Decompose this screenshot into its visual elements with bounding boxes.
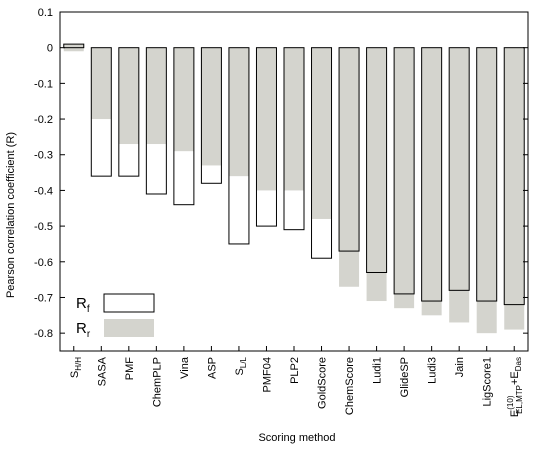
bar-rr-1	[91, 47, 112, 120]
bar-rf-12	[393, 47, 415, 295]
y-tick-label: 0.1	[38, 7, 53, 19]
x-tick-label: ChemScore	[344, 357, 356, 415]
y-tick-label: -0.3	[34, 150, 53, 162]
bar-rr-3	[146, 47, 167, 145]
bar-rf-0	[63, 43, 85, 49]
x-tick-label: E(10)EL,MTP+EDas	[506, 357, 524, 417]
bar-rr-9	[311, 47, 332, 219]
bar-rf-4	[173, 47, 195, 206]
bar-rr-10	[339, 47, 360, 287]
bar-rr-11	[366, 47, 387, 302]
x-tick-label: Ludi3	[427, 357, 439, 384]
x-tick-label: GlideSP	[399, 357, 411, 397]
y-tick-label: -0.5	[34, 221, 53, 233]
bar-rr-12	[394, 47, 415, 309]
y-tick-label: -0.8	[34, 328, 53, 340]
y-axis: 0.1 0 -0.1 -0.2 -0.3 -0.4 -0.5 -0.6 -0.7 -0.8	[34, 7, 528, 340]
bar-rr-5	[201, 47, 222, 166]
bar-rr-14	[449, 47, 470, 323]
x-tick-label: SH/H	[69, 357, 83, 378]
x-tick-label: Jain	[454, 357, 466, 377]
bar-rf-13	[421, 47, 443, 302]
x-tick-label: SL/L	[234, 356, 248, 375]
legend-label-f: Rf	[76, 295, 90, 315]
y-tick-label: -0.6	[34, 257, 53, 269]
y-axis-title: Pearson correlation coefficient (R)	[5, 132, 17, 298]
bar-rr-6	[228, 47, 249, 177]
x-tick-label: GoldScore	[317, 357, 329, 409]
bar-rf-1	[90, 47, 112, 177]
x-tick-label: SASA	[96, 356, 108, 386]
x-tick-label: ChemPLP	[151, 357, 163, 407]
bar-rr-2	[118, 47, 139, 145]
bar-rf-16	[503, 47, 525, 306]
bar-rf-2	[118, 47, 140, 177]
legend-swatch-f	[103, 293, 155, 313]
bar-rf-14	[448, 47, 470, 291]
x-tick-label: ASP	[206, 357, 218, 379]
bar-rf-8	[283, 47, 305, 231]
legend: Rf Rr	[76, 293, 155, 340]
y-tick-label: -0.2	[34, 114, 53, 126]
x-tick-label: PMF04	[261, 357, 273, 392]
bar-rf-6	[228, 47, 250, 245]
bar-rf-10	[338, 47, 360, 252]
x-tick-label: LigScore1	[482, 357, 494, 407]
legend-label-r: Rr	[76, 320, 91, 340]
bar-rf-9	[311, 47, 333, 259]
y-tick-label: -0.1	[34, 78, 53, 90]
bar-rr-15	[476, 47, 497, 334]
bar-rf-7	[255, 47, 277, 227]
x-tick-label: Ludi1	[372, 357, 384, 384]
x-tick-label: Vina	[179, 356, 191, 379]
bar-rr-7	[256, 47, 277, 191]
x-axis-title: Scoring method	[258, 432, 335, 444]
legend-swatch-r	[104, 319, 154, 337]
bar-rf-5	[200, 47, 222, 184]
bar-rr-13	[421, 47, 442, 316]
x-tick-label: PLP2	[289, 357, 301, 384]
bar-rr-4	[173, 47, 194, 152]
x-axis: SH/H SASA PMF ChemPLP Vina ASP SL/L PMF04 PLP2 Go…	[69, 346, 524, 417]
bar-rr-8	[284, 47, 304, 191]
x-tick-label: PMF	[124, 357, 136, 381]
y-tick-label: 0	[47, 43, 53, 55]
bar-rr-16	[504, 47, 525, 330]
y-tick-label: -0.7	[34, 292, 53, 304]
bar-rf-15	[476, 47, 498, 302]
bar-rr-0	[63, 47, 84, 52]
bar-rf-3	[145, 47, 167, 195]
y-tick-label: -0.4	[34, 185, 53, 197]
bars-layer	[63, 43, 525, 334]
bar-rf-11	[366, 47, 388, 273]
